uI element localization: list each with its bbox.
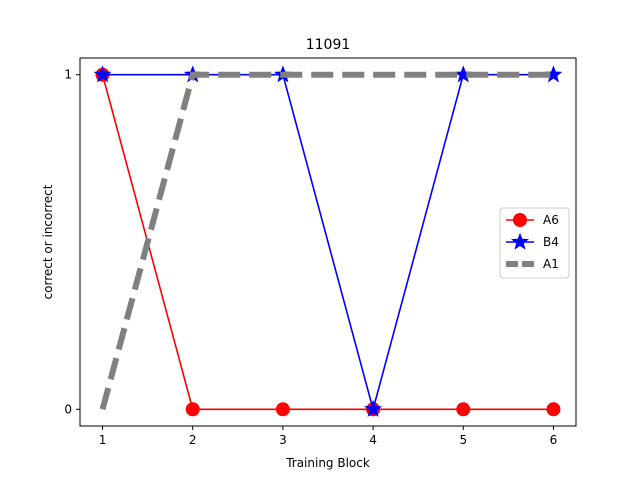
y-tick-label: 0 <box>64 402 72 416</box>
data-point-a6 <box>275 402 290 417</box>
y-axis: 01 <box>64 68 80 416</box>
data-point-b4 <box>93 65 112 83</box>
y-axis-label: correct or incorrect <box>41 184 55 299</box>
plot-area <box>79 57 577 427</box>
series-line-a6 <box>101 74 554 411</box>
x-tick-label: 5 <box>459 433 467 447</box>
x-axis: 1 2 3 4 5 6 <box>99 426 558 447</box>
legend-marker-a6 <box>513 213 527 227</box>
legend-marker-b4 <box>511 232 529 250</box>
series-line-b4 <box>102 73 554 413</box>
data-point-a6 <box>185 402 200 417</box>
legend-label-a1: A1 <box>543 257 559 271</box>
series-b4 <box>93 65 563 417</box>
data-point-b4 <box>364 399 383 417</box>
chart-title: 11091 <box>306 37 351 53</box>
series-a1 <box>99 71 554 411</box>
series-layer <box>93 65 563 417</box>
legend-label-a6: A6 <box>543 213 559 227</box>
data-point-a6 <box>546 402 561 417</box>
x-tick-label: 2 <box>189 433 197 447</box>
x-tick-label: 4 <box>369 433 377 447</box>
x-tick-label: 3 <box>279 433 287 447</box>
legend-label-b4: B4 <box>543 235 559 249</box>
legend: A6 B4 A1 <box>499 207 570 279</box>
y-tick-label: 1 <box>64 68 72 82</box>
data-point-a6 <box>456 402 471 417</box>
x-axis-label: Training Block <box>285 456 370 470</box>
series-line-a1 <box>99 71 554 411</box>
x-tick-label: 6 <box>550 433 558 447</box>
x-tick-label: 1 <box>99 433 107 447</box>
